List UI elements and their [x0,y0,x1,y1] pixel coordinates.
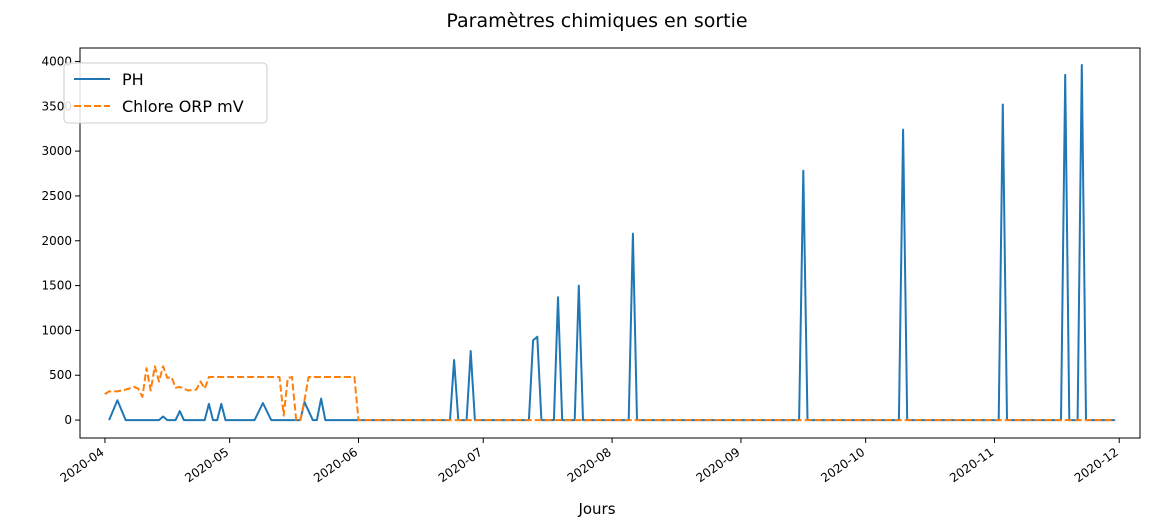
legend-box [63,62,268,124]
x-tick-label: 2020-09 [694,445,743,485]
series-layer [104,64,1116,422]
x-tick-label: 2020-08 [565,445,614,485]
legend-label-0: PH [122,70,144,89]
x-tick-label: 2020-05 [182,445,231,485]
y-tick-label: 2000 [41,234,72,248]
y-tick-label: 500 [49,368,72,382]
y-tick-label: 3000 [41,144,72,158]
legend: PH Chlore ORP mV [63,62,268,124]
y-tick-label: 1500 [41,279,72,293]
series-line-0 [108,64,1116,422]
x-tick-label: 2020-11 [947,445,996,485]
x-axis-label: Jours [577,500,615,518]
x-tick-label: 2020-10 [818,445,867,485]
y-tick-label: 1000 [41,323,72,337]
chart-title: Paramètres chimiques en sortie [446,10,747,32]
x-tick-label: 2020-07 [436,445,485,485]
legend-label-1: Chlore ORP mV [122,97,244,116]
series-line-1 [104,365,1116,422]
y-tick-label: 0 [64,413,72,427]
y-tick-label: 2500 [41,189,72,203]
plot-frame [79,47,1141,439]
x-tick-label: 2020-04 [58,445,107,485]
x-tick-label: 2020-06 [311,445,360,485]
x-tick-label: 2020-12 [1072,445,1121,485]
